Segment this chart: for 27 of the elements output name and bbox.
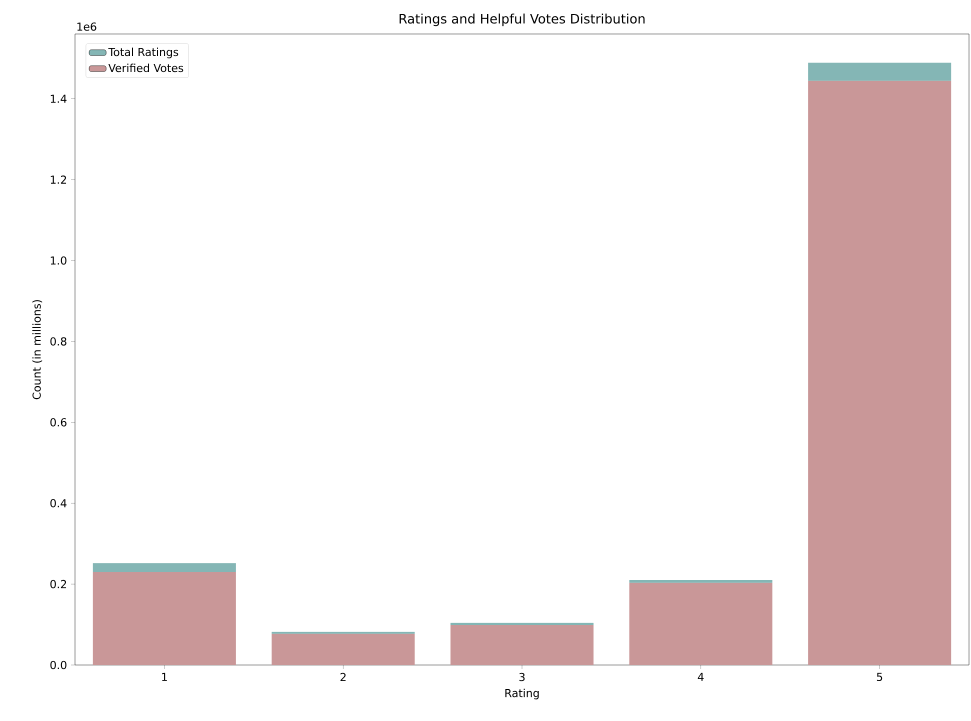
legend-label: Total Ratings xyxy=(108,48,178,58)
y-tick-label: 0.0 xyxy=(50,660,66,670)
bar xyxy=(629,582,772,665)
x-tick-label: 5 xyxy=(876,672,882,682)
bar xyxy=(808,62,952,81)
x-tick-label: 2 xyxy=(340,672,346,682)
y-tick-label: 0.4 xyxy=(50,499,67,508)
bar xyxy=(92,563,236,572)
x-tick-label: 3 xyxy=(519,672,525,682)
y-tick-label: 0.2 xyxy=(50,580,66,588)
bar xyxy=(450,624,594,665)
y-axis-title: Count (in millions) xyxy=(32,300,42,400)
bar xyxy=(808,80,952,665)
y-tick-label: 0.6 xyxy=(50,418,66,426)
y-tick-label: 1.4 xyxy=(50,94,67,103)
y-tick-label: 1.0 xyxy=(50,256,66,265)
bar xyxy=(92,572,236,665)
text: 1e6 xyxy=(77,22,96,31)
y-tick-label: 1.2 xyxy=(50,176,66,184)
legend-label: Verified Votes xyxy=(108,64,184,72)
bar xyxy=(272,634,415,665)
x-axis-title: Rating xyxy=(505,688,539,700)
x-tick-label: 1 xyxy=(162,672,167,681)
chart-title: Ratings and Helpful Votes Distribution xyxy=(400,14,645,26)
x-tick-label: 4 xyxy=(698,672,704,681)
bar xyxy=(629,580,772,583)
y-tick-label: 0.8 xyxy=(50,337,66,346)
